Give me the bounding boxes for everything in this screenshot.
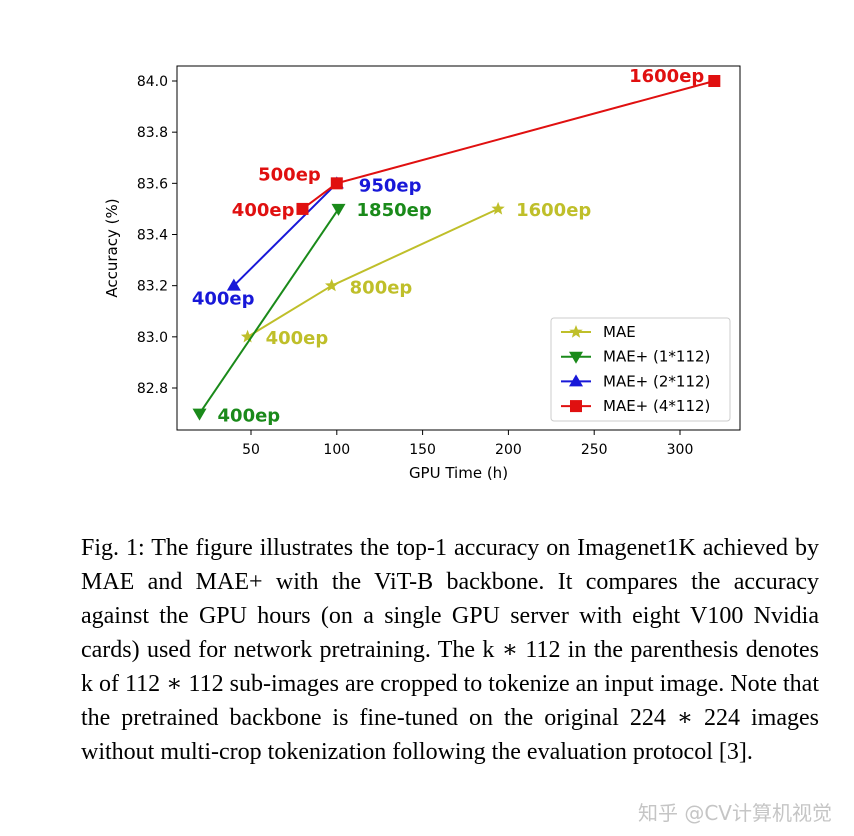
data-point — [226, 278, 241, 291]
x-tick-label: 200 — [495, 442, 522, 458]
x-tick-label: 50 — [242, 442, 260, 458]
legend-swatch-marker — [570, 400, 582, 413]
y-tick-label: 83.2 — [137, 279, 168, 295]
data-point — [325, 278, 339, 292]
series-mae-1-112-: 400ep 1850ep — [192, 200, 432, 427]
legend-swatch-marker — [569, 374, 583, 387]
x-tick-label: 100 — [323, 442, 350, 458]
legend-item: MAE+ (1*112) — [561, 348, 710, 366]
y-tick-label: 83.4 — [137, 228, 168, 244]
x-axis-title: GPU Time (h) — [409, 464, 508, 482]
figure-caption: Fig. 1: The figure illustrates the top-1… — [81, 535, 819, 765]
data-point — [330, 177, 343, 190]
data-label: 800ep — [350, 278, 413, 299]
data-label: 500ep — [258, 164, 321, 185]
data-point — [296, 202, 309, 215]
series-line — [198, 208, 340, 415]
y-tick-label: 83.0 — [137, 330, 168, 346]
watermark: 知乎 @CV计算机视觉 — [637, 801, 832, 825]
x-tick-label: 300 — [667, 442, 694, 458]
y-tick-label: 84.0 — [137, 74, 168, 90]
series-mae-2-112-: 400ep 950ep — [192, 175, 422, 309]
y-tick-label: 83.6 — [137, 176, 168, 192]
data-point — [240, 329, 255, 343]
legend-label: MAE — [603, 323, 636, 341]
series-mae: 400ep 800ep 1600ep — [240, 200, 591, 349]
x-tick-label: 150 — [409, 442, 436, 458]
data-label: 950ep — [359, 175, 422, 196]
legend-item: MAE+ (2*112) — [561, 372, 710, 390]
series-line — [247, 207, 499, 338]
data-label: 1850ep — [357, 200, 432, 221]
data-point — [491, 201, 505, 215]
data-point — [331, 203, 346, 216]
legend-label: MAE+ (1*112) — [603, 348, 710, 366]
y-tick-label: 82.8 — [137, 381, 168, 397]
series-line — [233, 182, 338, 287]
data-label: 400ep — [218, 406, 281, 427]
y-axis-title: Accuracy (%) — [103, 198, 121, 297]
legend-item: MAE — [561, 323, 636, 341]
legend: MAE MAE+ (1*112) MAE+ (2*112) MAE+ (4*112) — [550, 317, 731, 422]
legend-label: MAE+ (2*112) — [603, 372, 710, 390]
data-label: 400ep — [232, 200, 295, 221]
legend-swatch-marker — [569, 325, 583, 338]
legend-box — [550, 317, 731, 422]
data-label: 1600ep — [516, 200, 591, 221]
data-point — [192, 408, 207, 421]
y-tick-label: 83.8 — [137, 125, 168, 141]
legend-swatch-marker — [569, 351, 583, 364]
data-label: 400ep — [266, 328, 329, 349]
plot-frame — [176, 65, 741, 431]
legend-label: MAE+ (4*112) — [603, 397, 710, 415]
data-point — [708, 75, 721, 87]
accuracy-vs-gpu-time-chart: 50 100 150 200 250 300 82.8 83.0 83.2 83.4 83.6 83.… — [103, 65, 741, 482]
data-label: 400ep — [192, 289, 255, 310]
legend-item: MAE+ (4*112) — [561, 397, 710, 415]
series-mae-4-112-: 400ep 500ep 1600ep — [232, 66, 721, 221]
data-label: 1600ep — [629, 66, 704, 87]
x-tick-label: 250 — [581, 442, 608, 458]
